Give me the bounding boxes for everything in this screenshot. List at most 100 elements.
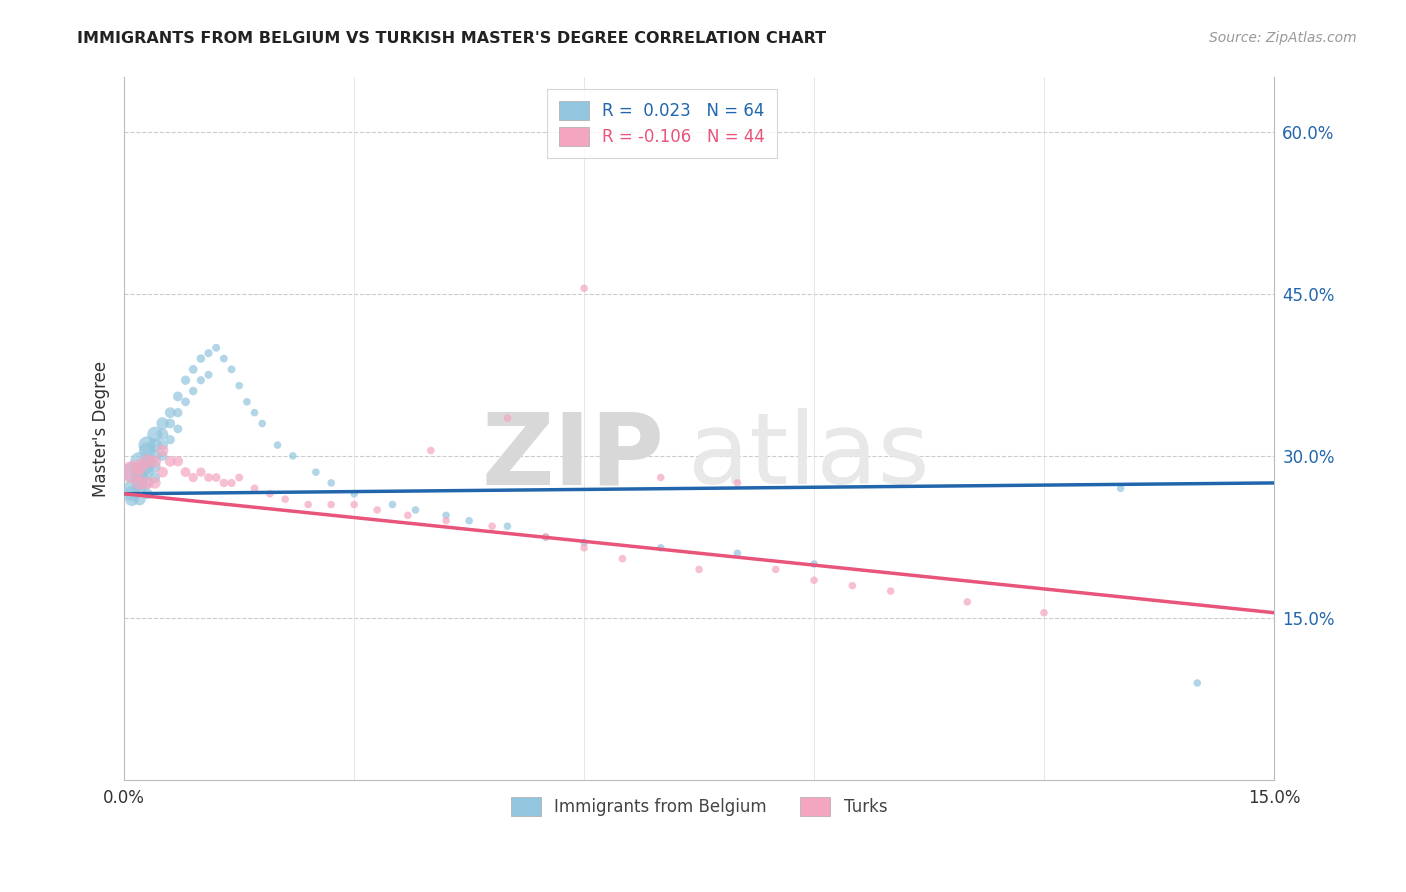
Point <box>143 459 166 474</box>
Point <box>305 465 328 479</box>
Point <box>128 459 150 474</box>
Point <box>181 362 204 376</box>
Point <box>212 351 235 366</box>
Point <box>297 498 319 512</box>
Point <box>458 514 481 528</box>
Point <box>321 475 343 490</box>
Y-axis label: Master's Degree: Master's Degree <box>93 360 110 497</box>
Point <box>405 503 427 517</box>
Point <box>143 427 166 442</box>
Point <box>803 557 825 571</box>
Point <box>281 449 304 463</box>
Point <box>121 465 143 479</box>
Point <box>725 475 748 490</box>
Point <box>159 406 181 420</box>
Point <box>572 541 595 555</box>
Point <box>152 417 174 431</box>
Point <box>243 406 266 420</box>
Point <box>121 481 143 495</box>
Legend: Immigrants from Belgium, Turks: Immigrants from Belgium, Turks <box>502 789 896 825</box>
Point <box>136 487 159 501</box>
Point <box>128 454 150 468</box>
Point <box>181 470 204 484</box>
Point <box>688 562 710 576</box>
Point <box>143 449 166 463</box>
Point <box>205 341 228 355</box>
Point <box>572 281 595 295</box>
Point <box>197 368 219 382</box>
Point <box>228 470 250 484</box>
Point <box>650 470 672 484</box>
Point <box>434 514 457 528</box>
Text: ZIP: ZIP <box>482 409 665 506</box>
Point <box>197 470 219 484</box>
Point <box>496 519 519 533</box>
Point <box>205 470 228 484</box>
Point <box>343 498 366 512</box>
Point <box>143 475 166 490</box>
Point <box>534 530 557 544</box>
Point <box>879 584 901 599</box>
Point <box>243 481 266 495</box>
Point <box>612 551 634 566</box>
Point <box>725 546 748 560</box>
Point <box>266 438 288 452</box>
Point <box>174 394 197 409</box>
Point <box>803 574 825 588</box>
Point <box>152 449 174 463</box>
Point <box>274 492 297 507</box>
Point <box>650 541 672 555</box>
Point <box>152 465 174 479</box>
Point <box>1109 481 1132 495</box>
Point <box>152 427 174 442</box>
Point <box>259 487 281 501</box>
Point <box>572 535 595 549</box>
Point <box>159 417 181 431</box>
Point <box>221 475 243 490</box>
Text: Source: ZipAtlas.com: Source: ZipAtlas.com <box>1209 31 1357 45</box>
Point <box>419 443 441 458</box>
Point <box>197 346 219 360</box>
Point <box>128 475 150 490</box>
Point <box>190 351 212 366</box>
Point <box>228 378 250 392</box>
Point <box>121 465 143 479</box>
Point <box>434 508 457 523</box>
Point <box>534 530 557 544</box>
Point <box>167 454 190 468</box>
Point <box>167 389 190 403</box>
Text: atlas: atlas <box>688 409 929 506</box>
Point <box>167 422 190 436</box>
Point <box>136 454 159 468</box>
Point <box>128 470 150 484</box>
Point <box>136 443 159 458</box>
Point <box>212 475 235 490</box>
Point <box>221 362 243 376</box>
Point <box>136 475 159 490</box>
Point <box>152 438 174 452</box>
Point <box>250 417 273 431</box>
Point <box>159 433 181 447</box>
Point <box>1033 606 1056 620</box>
Point <box>143 454 166 468</box>
Point <box>136 465 159 479</box>
Point <box>236 394 259 409</box>
Point <box>956 595 979 609</box>
Point <box>167 406 190 420</box>
Point <box>143 470 166 484</box>
Point <box>190 465 212 479</box>
Point <box>321 498 343 512</box>
Point <box>136 475 159 490</box>
Point <box>841 579 863 593</box>
Point <box>136 459 159 474</box>
Point <box>366 503 388 517</box>
Point <box>128 475 150 490</box>
Point <box>143 438 166 452</box>
Point <box>1187 676 1209 690</box>
Point <box>343 487 366 501</box>
Point <box>136 438 159 452</box>
Point <box>128 465 150 479</box>
Point <box>765 562 787 576</box>
Point <box>128 481 150 495</box>
Point <box>128 492 150 507</box>
